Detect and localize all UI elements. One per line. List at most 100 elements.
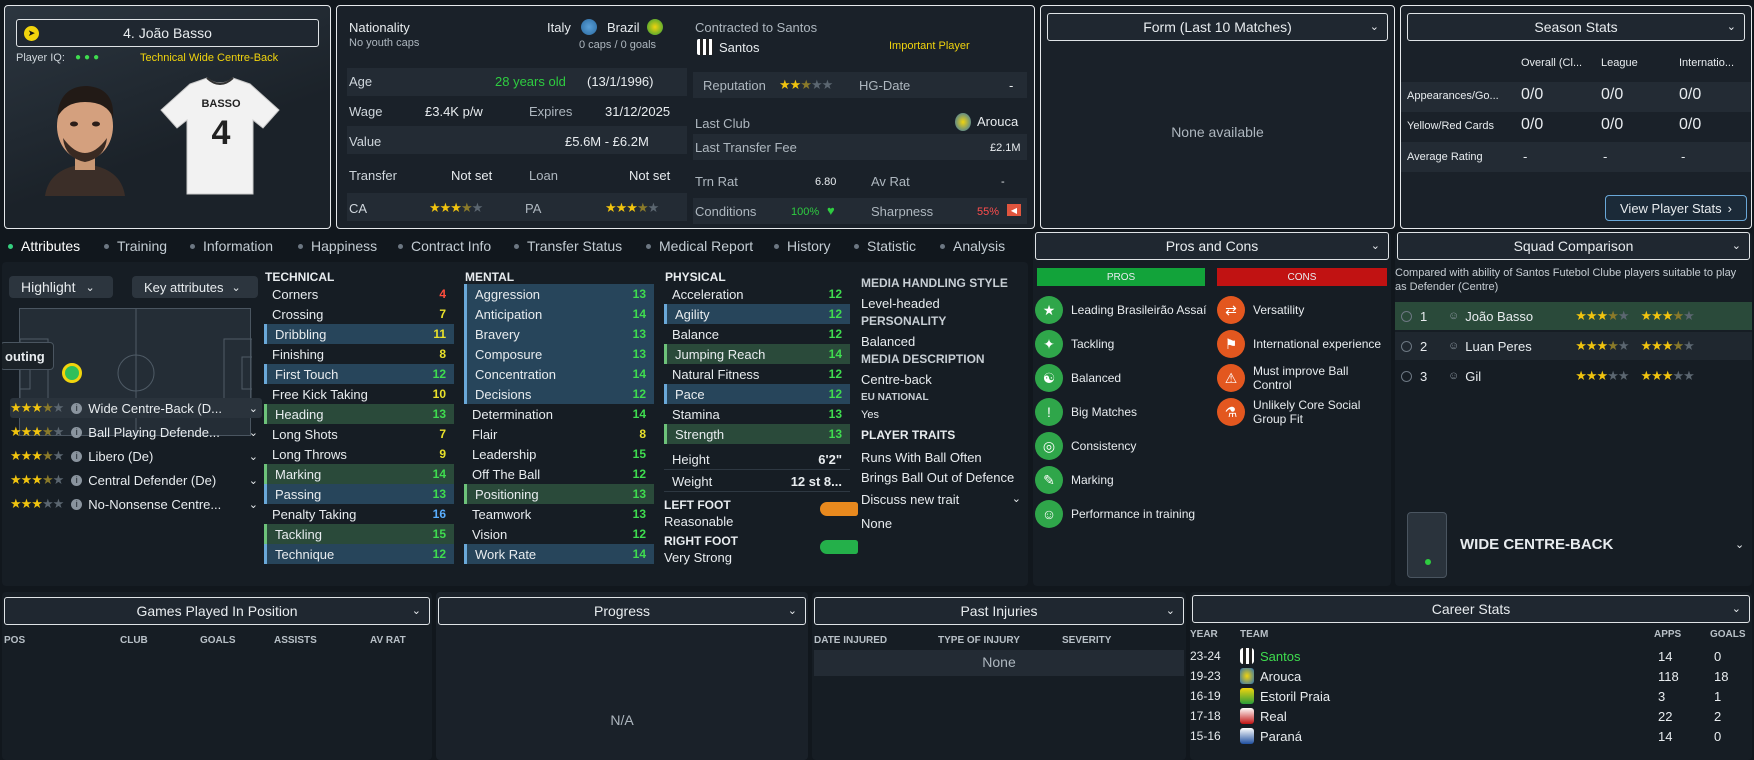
chevron-down-icon[interactable]: ⌄ bbox=[248, 426, 258, 439]
tab-dot bbox=[854, 243, 859, 249]
pa-stars: ★★★★★ bbox=[1640, 368, 1695, 383]
person-icon: ☺ bbox=[1448, 310, 1460, 322]
career-team[interactable]: Estoril Praia bbox=[1260, 688, 1331, 704]
column-header[interactable]: DATE INJURED bbox=[814, 635, 888, 646]
transfer-value[interactable]: Not set bbox=[451, 168, 493, 183]
info-icon[interactable]: i bbox=[71, 426, 83, 438]
chevron-down-icon[interactable]: ⌄ bbox=[248, 450, 258, 463]
season-dropdown[interactable]: Season Stats ⌄ bbox=[1407, 13, 1745, 41]
tab-information[interactable]: Information bbox=[190, 238, 273, 254]
squad-rank: 2 bbox=[1420, 338, 1428, 354]
shirt-image bbox=[155, 76, 285, 196]
scouting-tooltip[interactable]: outing bbox=[2, 342, 54, 370]
career-year: 16-19 bbox=[1190, 689, 1221, 703]
role-row[interactable]: ★★★★★ i Ball Playing Defende... ⌄ bbox=[10, 422, 262, 442]
tab-label: Transfer Status bbox=[527, 238, 623, 254]
past-injuries-dropdown[interactable]: Past Injuries ⌄ bbox=[814, 597, 1184, 625]
column-header[interactable]: GOALS bbox=[200, 635, 236, 646]
squad-row[interactable]: 1 ☺ João Basso ★★★★★ ★★★★★ bbox=[1395, 302, 1752, 330]
chevron-down-icon[interactable]: ⌄ bbox=[248, 498, 258, 511]
view-player-stats-button[interactable]: View Player Stats › bbox=[1605, 195, 1747, 221]
career-team[interactable]: Arouca bbox=[1260, 668, 1302, 684]
tab-happiness[interactable]: Happiness bbox=[298, 238, 377, 254]
attribute-value: 14 bbox=[828, 347, 842, 361]
discuss-trait-dropdown[interactable]: Discuss new trait ⌄ bbox=[861, 492, 1021, 507]
key-attributes-dropdown[interactable]: Key attributes ⌄ bbox=[132, 276, 258, 298]
tab-medical-report[interactable]: Medical Report bbox=[646, 238, 753, 254]
column-header[interactable]: AV RAT bbox=[370, 635, 406, 646]
info-icon[interactable]: i bbox=[71, 402, 83, 414]
info-icon[interactable]: i bbox=[71, 474, 83, 486]
career-team[interactable]: Real bbox=[1260, 708, 1287, 724]
squad-status: Important Player bbox=[889, 40, 970, 52]
pros-cons-dropdown[interactable]: Pros and Cons ⌄ bbox=[1035, 232, 1389, 260]
progress-dropdown[interactable]: Progress ⌄ bbox=[438, 597, 806, 625]
career-team[interactable]: Paraná bbox=[1260, 728, 1302, 744]
career-row[interactable]: 16-19 Estoril Praia 3 1 bbox=[1190, 686, 1752, 706]
role-row[interactable]: ★★★★★ i Libero (De) ⌄ bbox=[10, 446, 262, 466]
last-club[interactable]: Arouca bbox=[977, 114, 1019, 129]
squad-row[interactable]: 3 ☺ Gil ★★★★★ ★★★★★ bbox=[1395, 362, 1752, 390]
form-dropdown[interactable]: Form (Last 10 Matches) ⌄ bbox=[1047, 13, 1388, 41]
attribute-value: 4 bbox=[439, 287, 446, 301]
career-goals: 1 bbox=[1714, 688, 1722, 704]
career-team[interactable]: Santos bbox=[1260, 648, 1301, 664]
left-foot-label: LEFT FOOT bbox=[664, 498, 731, 512]
info-icon[interactable]: i bbox=[71, 450, 83, 462]
games-played-dropdown[interactable]: Games Played In Position ⌄ bbox=[4, 597, 430, 625]
role-row[interactable]: ★★★★★ i No-Nonsense Centre... ⌄ bbox=[10, 494, 262, 514]
club-crest-icon bbox=[1240, 708, 1254, 724]
column-header[interactable]: POS bbox=[4, 635, 26, 646]
highlight-dropdown[interactable]: Highlight ⌄ bbox=[9, 276, 113, 298]
column-header[interactable]: GOALS bbox=[1710, 629, 1746, 640]
role-row[interactable]: ★★★★★ i Central Defender (De) ⌄ bbox=[10, 470, 262, 490]
squad-player-name[interactable]: Gil bbox=[1465, 368, 1482, 384]
chevron-down-icon[interactable]: ⌄ bbox=[1735, 539, 1745, 551]
tab-contract-info[interactable]: Contract Info bbox=[398, 238, 491, 254]
chevron-down-icon[interactable]: ⌄ bbox=[248, 474, 258, 487]
squad-row[interactable]: 2 ☺ Luan Peres ★★★★★ ★★★★★ bbox=[1395, 332, 1752, 360]
attribute-row: Composure 13 bbox=[464, 344, 654, 364]
career-row[interactable]: 15-16 Paraná 14 0 bbox=[1190, 726, 1752, 746]
column-header[interactable]: CLUB bbox=[120, 635, 148, 646]
personality-label: PERSONALITY bbox=[861, 314, 947, 328]
ca-stars: ★★★★★ bbox=[1575, 338, 1629, 353]
column-header[interactable]: SEVERITY bbox=[1062, 635, 1112, 646]
tab-dot bbox=[646, 243, 651, 249]
attribute-row: Finishing 8 bbox=[264, 344, 454, 364]
squad-player-name[interactable]: João Basso bbox=[1465, 308, 1534, 324]
tab-history[interactable]: History bbox=[774, 238, 831, 254]
column-header[interactable]: YEAR bbox=[1190, 629, 1218, 640]
tab-transfer-status[interactable]: Transfer Status bbox=[514, 238, 622, 254]
column-header[interactable]: TYPE OF INJURY bbox=[938, 635, 1020, 646]
career-row[interactable]: 19-23 Arouca 118 18 bbox=[1190, 666, 1752, 686]
info-icon[interactable]: i bbox=[71, 498, 83, 510]
career-stats-dropdown[interactable]: Career Stats ⌄ bbox=[1192, 595, 1750, 623]
radio-icon[interactable] bbox=[1401, 310, 1412, 322]
tab-training[interactable]: Training bbox=[104, 238, 167, 254]
column-header[interactable]: APPS bbox=[1654, 629, 1682, 640]
squad-player-name[interactable]: Luan Peres bbox=[1465, 338, 1532, 354]
attribute-row: Leadership 15 bbox=[464, 444, 654, 464]
ca-label: CA bbox=[349, 201, 368, 216]
column-header[interactable]: TEAM bbox=[1240, 629, 1269, 640]
radio-icon[interactable] bbox=[1401, 340, 1412, 352]
role-row[interactable]: ★★★★★ i Wide Centre-Back (D... ⌄ bbox=[10, 398, 262, 418]
position-marker[interactable] bbox=[62, 363, 82, 383]
tab-analysis[interactable]: Analysis bbox=[940, 238, 1005, 254]
loan-value[interactable]: Not set bbox=[629, 168, 671, 183]
career-row[interactable]: 17-18 Real 22 2 bbox=[1190, 706, 1752, 726]
squad-comparison-dropdown[interactable]: Squad Comparison ⌄ bbox=[1397, 232, 1750, 260]
career-row[interactable]: 23-24 Santos 14 0 bbox=[1190, 646, 1752, 666]
player-name-box[interactable]: ➤ 4. João Basso bbox=[16, 19, 319, 47]
club-name[interactable]: Santos bbox=[719, 40, 760, 55]
attribute-row: Agility 12 bbox=[664, 304, 850, 324]
attribute-value: 14 bbox=[632, 407, 646, 421]
column-header[interactable]: ASSISTS bbox=[274, 635, 317, 646]
tab-label: Information bbox=[203, 238, 274, 254]
chevron-down-icon[interactable]: ⌄ bbox=[248, 402, 258, 415]
chevron-down-icon: ⌄ bbox=[1726, 21, 1736, 33]
radio-icon[interactable] bbox=[1401, 370, 1412, 382]
tab-statistic[interactable]: Statistic bbox=[854, 238, 916, 254]
tab-attributes[interactable]: Attributes bbox=[8, 238, 80, 254]
